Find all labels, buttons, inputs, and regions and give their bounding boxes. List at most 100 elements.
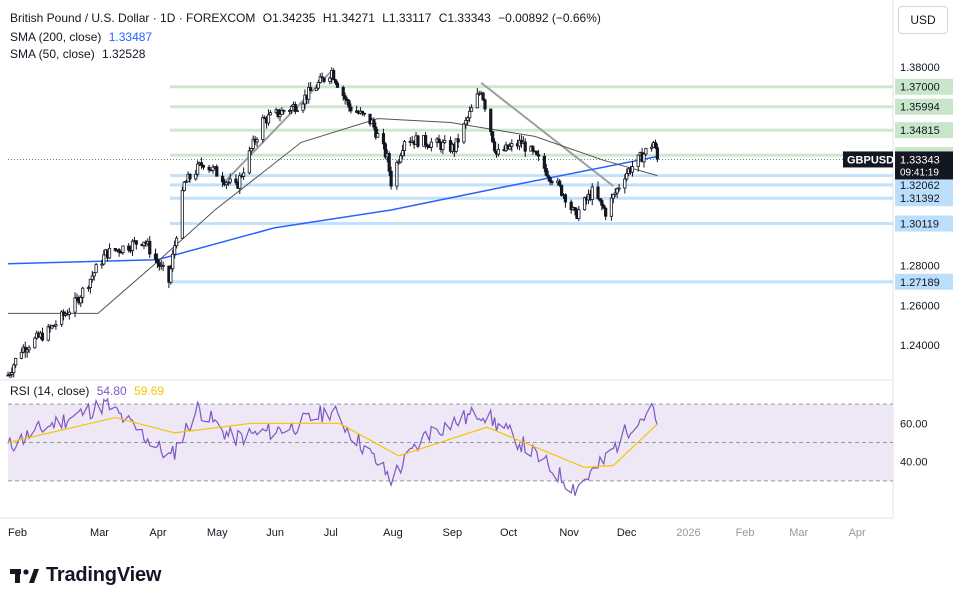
candle-body-175[interactable]	[475, 93, 479, 109]
candle-body-66[interactable]	[182, 181, 186, 191]
candle-body-3[interactable]	[12, 364, 16, 374]
level-line-0[interactable]	[170, 85, 893, 89]
candle-body-32[interactable]	[90, 275, 94, 280]
candle-body-85[interactable]	[234, 178, 238, 184]
candle-body-49[interactable]	[134, 240, 138, 245]
candle-body-67[interactable]	[184, 181, 188, 184]
candle-body-207[interactable]	[560, 184, 564, 196]
candle-body-145[interactable]	[395, 161, 399, 187]
candle-body-204[interactable]	[550, 181, 554, 184]
candle-body-36[interactable]	[102, 254, 106, 265]
candle-body-42[interactable]	[117, 249, 121, 253]
candle-body-144[interactable]	[389, 170, 393, 187]
candle-body-126[interactable]	[343, 95, 347, 100]
candle-body-135[interactable]	[368, 113, 372, 125]
candle-body-55[interactable]	[153, 253, 158, 260]
candle-body-15[interactable]	[46, 326, 50, 341]
candle-body-189[interactable]	[510, 143, 514, 147]
candle-body-235[interactable]	[636, 154, 640, 168]
candle-body-230[interactable]	[623, 178, 627, 189]
candle-body-198[interactable]	[535, 150, 539, 156]
sma50-legend[interactable]: SMA (50, close) 1.32528	[10, 47, 149, 61]
candle-body-124[interactable]	[335, 82, 340, 88]
candle-body-20[interactable]	[60, 311, 64, 325]
candle-body-29[interactable]	[81, 287, 85, 298]
candle-body-146[interactable]	[397, 161, 401, 164]
candle-body-123[interactable]	[333, 79, 338, 84]
candle-body-120[interactable]	[328, 77, 332, 82]
candle-body-61[interactable]	[169, 268, 173, 283]
candle-body-2[interactable]	[10, 372, 14, 375]
candle-body-199[interactable]	[537, 154, 541, 157]
candle-body-168[interactable]	[454, 138, 458, 152]
candle-body-240[interactable]	[650, 146, 654, 149]
candle-body-4[interactable]	[14, 357, 18, 366]
candle-body-92[interactable]	[251, 138, 255, 149]
candle-body-19[interactable]	[54, 323, 58, 327]
candle-body-215[interactable]	[582, 197, 587, 211]
symbol-title[interactable]: British Pound / U.S. Dollar · 1D · FOREX…	[10, 11, 256, 25]
candle-body-95[interactable]	[261, 117, 265, 140]
candle-body-154[interactable]	[416, 135, 420, 147]
candle-body-238[interactable]	[642, 153, 646, 163]
candle-body-201[interactable]	[544, 167, 548, 176]
candle-body-234[interactable]	[630, 166, 635, 173]
level-line-3[interactable]	[170, 153, 893, 157]
candle-body-102[interactable]	[278, 114, 282, 117]
candle-body-31[interactable]	[88, 278, 92, 288]
candle-body-133[interactable]	[360, 110, 364, 114]
currency-button[interactable]: USD	[898, 6, 948, 34]
candle-body-30[interactable]	[86, 287, 91, 289]
candle-body-174[interactable]	[469, 107, 474, 112]
candle-body-221[interactable]	[598, 198, 602, 201]
candle-body-65[interactable]	[180, 190, 184, 239]
trendline-0[interactable]	[223, 70, 333, 183]
candle-body-24[interactable]	[67, 311, 71, 315]
candle-body-54[interactable]	[148, 240, 152, 255]
candle-body-178[interactable]	[481, 92, 485, 101]
candle-body-184[interactable]	[496, 148, 500, 155]
candle-body-156[interactable]	[423, 135, 428, 146]
candle-body-47[interactable]	[130, 240, 135, 251]
candle-body-94[interactable]	[255, 139, 259, 143]
level-line-5[interactable]	[170, 183, 893, 187]
candle-body-226[interactable]	[611, 194, 615, 199]
candle-body-157[interactable]	[425, 144, 430, 148]
candle-body-91[interactable]	[249, 148, 253, 152]
candle-body-63[interactable]	[173, 245, 177, 255]
sma200-legend[interactable]: SMA (200, close) 1.33487	[10, 30, 156, 44]
candle-body-163[interactable]	[441, 142, 445, 150]
candle-body-98[interactable]	[266, 114, 271, 124]
candle-body-113[interactable]	[307, 87, 311, 100]
candle-body-33[interactable]	[92, 272, 96, 277]
tradingview-logo[interactable]: TradingView	[10, 564, 161, 587]
candle-body-5[interactable]	[19, 351, 24, 359]
candle-body-179[interactable]	[483, 99, 487, 110]
candle-body-73[interactable]	[199, 162, 204, 166]
candle-body-80[interactable]	[220, 175, 225, 183]
candle-body-57[interactable]	[157, 262, 161, 267]
candle-body-8[interactable]	[25, 349, 29, 353]
candle-body-103[interactable]	[280, 109, 284, 115]
candle-body-109[interactable]	[295, 110, 299, 112]
candle-body-45[interactable]	[127, 245, 131, 251]
level-line-6[interactable]	[170, 196, 893, 200]
candle-body-219[interactable]	[590, 186, 594, 200]
rsi-legend[interactable]: RSI (14, close) 54.80 59.69	[10, 384, 168, 398]
candle-body-34[interactable]	[94, 264, 98, 274]
candle-body-127[interactable]	[345, 98, 349, 101]
candle-body-59[interactable]	[161, 264, 165, 267]
candle-body-128[interactable]	[347, 100, 351, 108]
candle-body-71[interactable]	[196, 163, 200, 175]
candle-body-206[interactable]	[558, 180, 562, 186]
candle-body-210[interactable]	[569, 201, 573, 211]
candle-body-202[interactable]	[546, 174, 550, 178]
candle-body-194[interactable]	[523, 141, 527, 152]
candle-body-169[interactable]	[456, 138, 460, 143]
candle-body-159[interactable]	[429, 141, 433, 148]
candle-body-149[interactable]	[402, 141, 407, 152]
candle-body-125[interactable]	[341, 86, 345, 97]
candle-body-239[interactable]	[644, 148, 648, 155]
candle-body-106[interactable]	[289, 106, 294, 111]
